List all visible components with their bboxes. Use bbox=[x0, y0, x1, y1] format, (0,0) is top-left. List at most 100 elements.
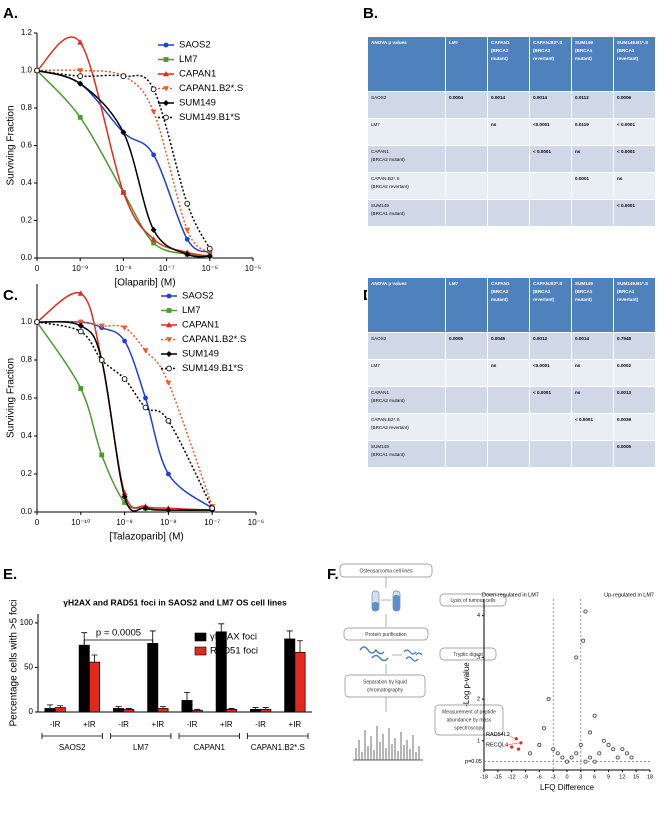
value-cell: ns bbox=[571, 145, 614, 173]
workflow bbox=[339, 563, 507, 761]
data-point bbox=[77, 73, 84, 79]
x-tick-label: 15 bbox=[633, 774, 639, 780]
legend-marker bbox=[163, 42, 169, 48]
header-cell: ANOVA p values bbox=[367, 277, 446, 333]
value-cell: < 0.0001 bbox=[529, 145, 572, 173]
error-bar bbox=[286, 630, 293, 639]
legend-swatch bbox=[194, 632, 207, 642]
y-tick-label: 0 bbox=[29, 707, 34, 716]
data-point bbox=[560, 755, 565, 760]
value-cell bbox=[445, 118, 488, 146]
value-cell: 0.0014 bbox=[529, 91, 572, 119]
legend-label: SUM149.B1*S bbox=[182, 363, 243, 374]
bar bbox=[44, 708, 56, 713]
right-note: Up-regulated in LM7 bbox=[604, 592, 654, 598]
group-bracket bbox=[178, 733, 240, 739]
bar bbox=[191, 709, 203, 713]
value-cell: 0.0006 bbox=[613, 91, 656, 119]
y-tick-label: 1.2 bbox=[21, 28, 33, 37]
value-cell bbox=[571, 440, 614, 468]
row-label-cell: SAOS2 bbox=[367, 91, 446, 119]
x-tick-label: 10⁻⁷ bbox=[204, 518, 220, 527]
value-cell: 0.0014 bbox=[487, 91, 530, 119]
data-point bbox=[142, 505, 149, 512]
header-cell: ANOVA p values bbox=[367, 36, 446, 92]
row-label: CAPAN1 bbox=[371, 149, 390, 154]
legend-marker bbox=[166, 322, 172, 328]
value-cell: < 0.0001 bbox=[571, 413, 614, 441]
row-label: CAPAN.B2*.S bbox=[371, 176, 400, 181]
x-tick-label: 10⁻⁵ bbox=[245, 264, 261, 273]
value-cell: 0.0005 bbox=[613, 440, 656, 468]
data-point bbox=[121, 376, 128, 382]
data-point bbox=[588, 755, 593, 760]
y-axis-title: Surviving Fraction bbox=[6, 105, 17, 185]
data-point bbox=[206, 253, 213, 260]
y-tick-label: 2 bbox=[477, 697, 480, 703]
value-cell: < 0.0001 bbox=[613, 145, 656, 173]
row-label: (BRCA2 revertant) bbox=[371, 183, 409, 189]
data-point bbox=[77, 328, 84, 335]
bar bbox=[112, 708, 124, 713]
legend-label: CAPAN1 bbox=[182, 320, 219, 331]
x-tick-label: -IR bbox=[50, 720, 61, 729]
legend-label: CAPAN1.B2*.S bbox=[182, 334, 246, 345]
data-point bbox=[583, 759, 588, 764]
dose-response-curve bbox=[36, 320, 213, 507]
error-bar bbox=[218, 623, 225, 632]
x-tick-label: 10⁻⁹ bbox=[116, 518, 133, 527]
value-cell: ns bbox=[571, 386, 614, 414]
bar bbox=[78, 644, 90, 713]
header-row: ANOVA p values LM7 CAPAN1 (BRCA2 mutant) CAPA… bbox=[367, 36, 656, 92]
value-cell bbox=[445, 145, 488, 173]
value-cell: < 0.0001 bbox=[613, 118, 656, 146]
header-text: SUM149.B1*.S bbox=[617, 281, 649, 286]
step-box bbox=[344, 674, 426, 698]
header-text: (BRCA2 bbox=[491, 47, 509, 53]
row-label: CAPAN1 bbox=[371, 390, 390, 395]
table-row: SUM149 (BRCA1 mutant) 0.0005 bbox=[367, 440, 656, 468]
legend-label: LM7 bbox=[182, 305, 200, 316]
bar bbox=[54, 707, 66, 713]
data-point bbox=[574, 751, 579, 756]
data-point bbox=[122, 338, 127, 344]
header-text: ANOVA p values bbox=[371, 281, 407, 286]
error-bar bbox=[183, 692, 190, 701]
data-point bbox=[206, 250, 213, 256]
header-text: CAPAN.B2*.S bbox=[533, 281, 563, 286]
data-point bbox=[165, 380, 172, 386]
data-point bbox=[569, 755, 574, 760]
y-tick-label: 0.6 bbox=[21, 393, 33, 402]
table-row: LM7 ns <0.0001 0.0119 < 0.0001 bbox=[367, 118, 656, 146]
data-point bbox=[78, 386, 84, 391]
value-cell: < 0.0001 bbox=[529, 386, 572, 414]
value-cell bbox=[487, 440, 530, 468]
data-point bbox=[120, 129, 127, 136]
header-text: (BRCA1 bbox=[617, 288, 635, 294]
header-text: revertant) bbox=[617, 55, 639, 61]
row-label: SAOS2 bbox=[371, 336, 387, 341]
data-point bbox=[165, 507, 172, 514]
data-point bbox=[588, 730, 593, 735]
data-point bbox=[184, 200, 191, 207]
header-text: (BRCA1 bbox=[575, 288, 593, 294]
row-label-cell: LM7 bbox=[367, 118, 446, 146]
x-tick-label: -6 bbox=[537, 774, 542, 780]
data-point bbox=[34, 319, 40, 325]
value-cell bbox=[487, 413, 530, 441]
data-point bbox=[514, 737, 518, 741]
group-label: CAPAN1 bbox=[194, 743, 226, 752]
bar bbox=[123, 708, 135, 713]
data-point bbox=[142, 348, 149, 354]
x-tick-label: 10⁻⁶ bbox=[248, 518, 264, 527]
value-cell bbox=[445, 199, 488, 227]
header-cell: CAPAN1 (BRCA2 mutant) bbox=[487, 277, 530, 333]
legend-marker bbox=[163, 71, 169, 77]
data-point bbox=[77, 319, 84, 325]
note-box bbox=[434, 704, 504, 736]
y-tick-label: 0.0 bbox=[21, 507, 33, 516]
x-tick-label: 6 bbox=[593, 774, 596, 780]
legend-marker bbox=[163, 114, 169, 121]
data-point bbox=[578, 742, 583, 748]
data-point bbox=[551, 747, 556, 752]
